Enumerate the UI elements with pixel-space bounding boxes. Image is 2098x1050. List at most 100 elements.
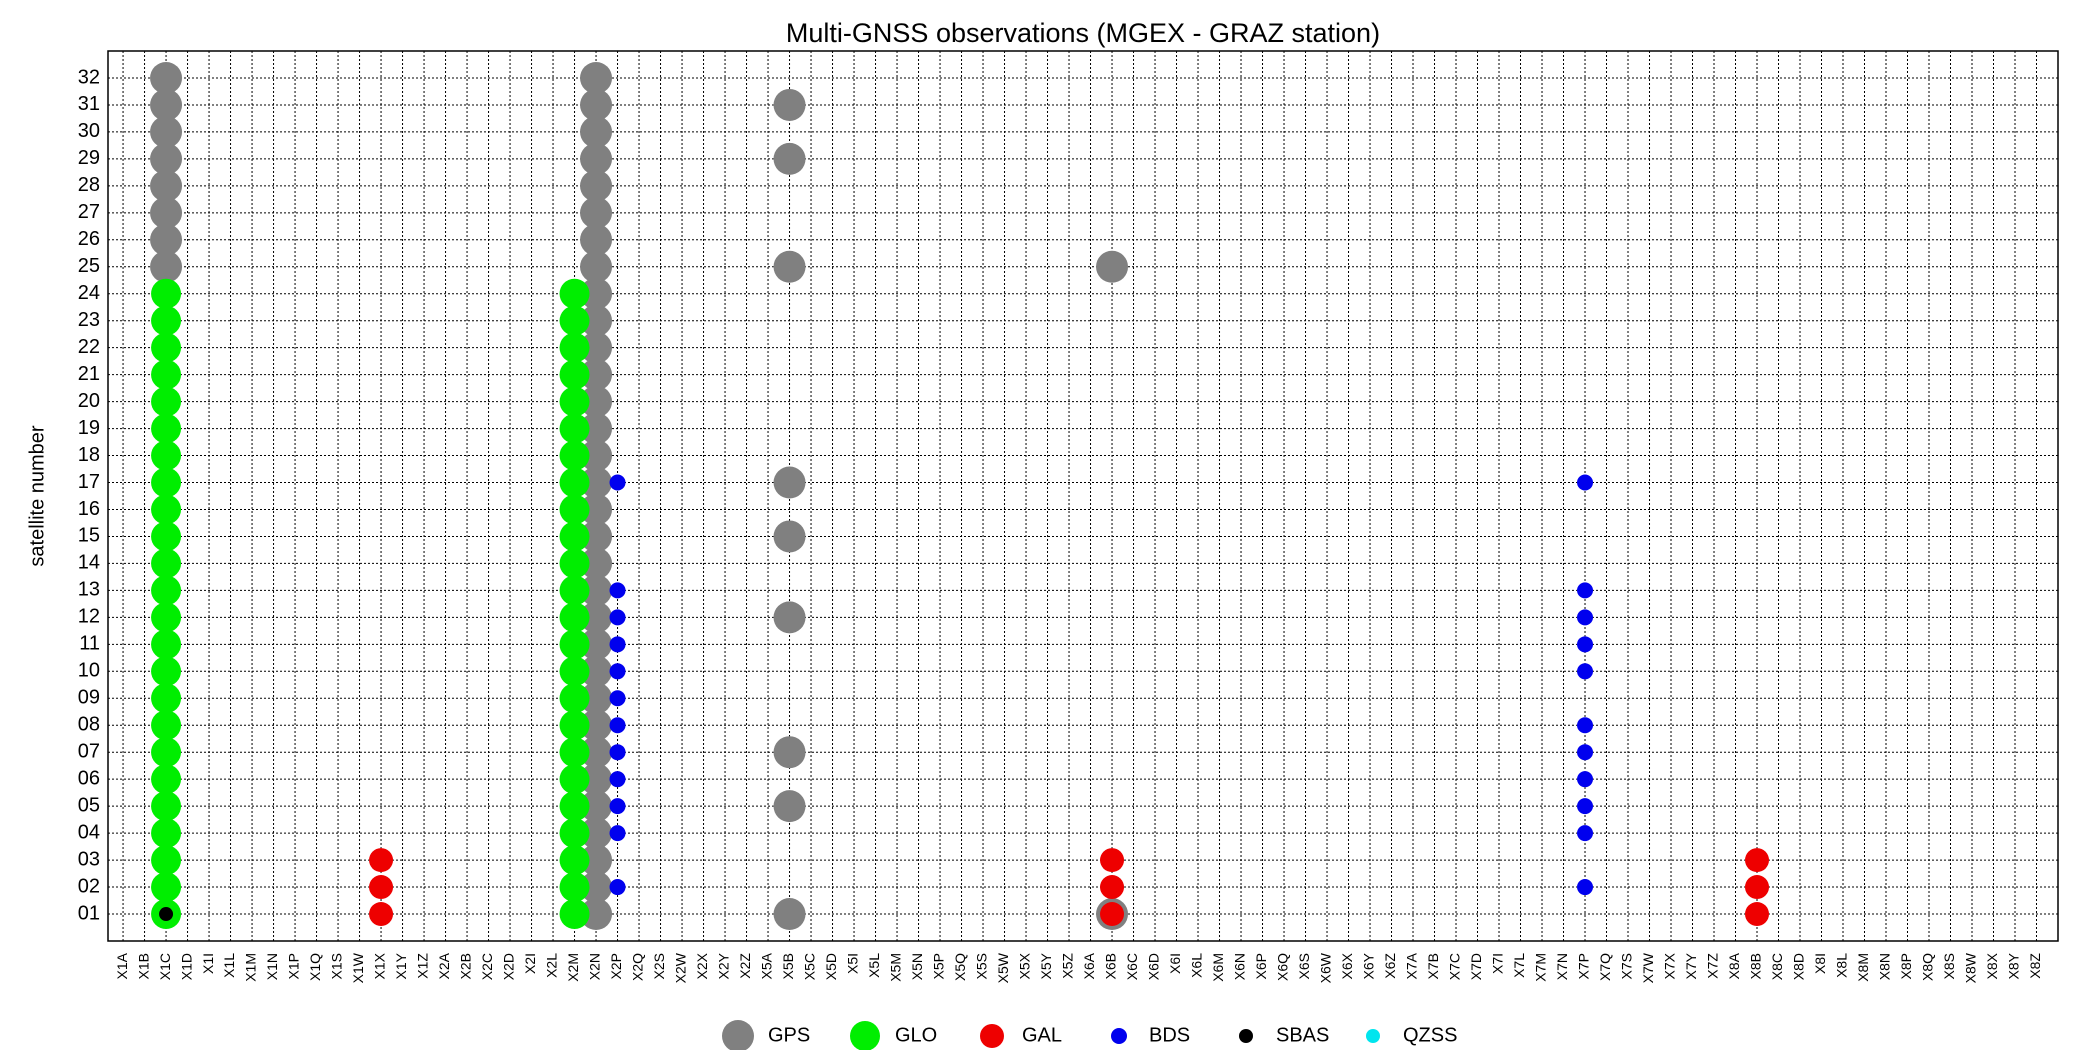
y-tick-label: 26	[78, 228, 100, 250]
plot-border	[107, 50, 2059, 942]
x-tick-label: X7L	[1511, 953, 1527, 978]
point	[151, 521, 182, 552]
point	[580, 250, 613, 283]
x-tick-label: X1M	[243, 953, 259, 982]
x-tick-label: X7D	[1468, 953, 1484, 980]
point	[151, 440, 182, 471]
x-tick-label: X1C	[157, 953, 173, 980]
point	[559, 305, 590, 336]
x-tick-label: X6Q	[1275, 953, 1291, 981]
point	[580, 358, 613, 391]
x-tick-label: X2P	[608, 953, 624, 979]
y-tick-label: 18	[78, 444, 100, 466]
point	[559, 629, 590, 660]
legend-marker	[722, 1020, 754, 1050]
point	[580, 736, 613, 769]
x-tick-label: X5X	[1017, 952, 1033, 979]
point	[580, 547, 613, 580]
point	[773, 736, 806, 769]
y-tick-label: 06	[78, 767, 100, 789]
x-tick-label: X8M	[1855, 953, 1871, 982]
point	[580, 844, 613, 877]
x-tick-label: X8Y	[2006, 952, 2022, 979]
point	[559, 818, 590, 849]
x-tick-label: X7Z	[1705, 953, 1721, 979]
x-tick-label: X2M	[565, 953, 581, 982]
point	[559, 548, 590, 579]
y-tick-label: 32	[78, 66, 100, 88]
point	[580, 61, 613, 94]
point	[609, 798, 626, 815]
point	[609, 582, 626, 599]
y-tick-label: 16	[78, 498, 100, 520]
point	[151, 818, 182, 849]
legend-label: QZSS	[1403, 1024, 1457, 1046]
x-tick-label: X8I	[1812, 953, 1828, 974]
point	[580, 628, 613, 661]
point	[773, 898, 806, 931]
x-tick-label: X1I	[200, 953, 216, 974]
x-tick-label: X7S	[1619, 953, 1635, 979]
x-tick-label: X1L	[221, 953, 237, 978]
point	[580, 817, 613, 850]
point	[580, 466, 613, 499]
point	[1100, 902, 1125, 927]
point	[1577, 582, 1594, 599]
x-tick-label: X5C	[802, 953, 818, 980]
y-tick-label: 09	[78, 687, 100, 709]
y-tick-label: 28	[78, 174, 100, 196]
point	[559, 872, 590, 903]
legend-label: GLO	[895, 1024, 937, 1046]
point	[1100, 875, 1125, 900]
y-tick-label: 23	[78, 309, 100, 331]
y-tick-label: 14	[78, 552, 100, 574]
point	[559, 602, 590, 633]
x-tick-label: X1A	[114, 952, 130, 979]
point	[150, 142, 183, 175]
x-tick-label: X1Q	[307, 953, 323, 981]
point	[559, 791, 590, 822]
y-tick-label: 04	[78, 821, 100, 843]
x-tick-label: X1W	[350, 952, 366, 983]
point	[559, 521, 590, 552]
x-tick-label: X7M	[1533, 953, 1549, 982]
point	[1577, 609, 1594, 626]
x-tick-label: X2A	[436, 952, 452, 979]
x-tick-label: X6D	[1146, 953, 1162, 980]
point	[773, 601, 806, 634]
point	[580, 790, 613, 823]
x-tick-label: X8W	[1963, 952, 1979, 983]
x-tick-label: X1Y	[393, 952, 409, 979]
x-tick-label: X2X	[694, 952, 710, 979]
x-tick-label: X5Z	[1060, 953, 1076, 979]
x-tick-label: X5W	[995, 952, 1011, 983]
point	[580, 763, 613, 796]
point	[150, 115, 183, 148]
point	[773, 250, 806, 283]
point	[559, 710, 590, 741]
y-tick-label: 10	[78, 660, 100, 682]
x-tick-label: X6S	[1296, 953, 1312, 979]
x-tick-label: X6I	[1167, 953, 1183, 974]
y-tick-label: 19	[78, 417, 100, 439]
x-tick-label: X2Z	[737, 953, 753, 979]
x-tick-label: X6X	[1339, 952, 1355, 979]
x-tick-label: X5B	[780, 953, 796, 979]
point	[773, 520, 806, 553]
point	[580, 304, 613, 337]
point	[580, 196, 613, 229]
y-tick-label: 01	[78, 902, 100, 924]
point	[1577, 717, 1594, 734]
point	[151, 791, 182, 822]
point	[1745, 875, 1770, 900]
point	[151, 656, 182, 687]
x-tick-label: X8Z	[2027, 953, 2043, 979]
legend-marker	[1239, 1029, 1253, 1043]
x-tick-label: X8Q	[1920, 953, 1936, 981]
point	[151, 764, 182, 795]
point	[580, 439, 613, 472]
point	[1745, 848, 1770, 873]
x-tick-label: X5A	[759, 952, 775, 979]
point	[559, 359, 590, 390]
x-tick-label: X2W	[673, 952, 689, 983]
